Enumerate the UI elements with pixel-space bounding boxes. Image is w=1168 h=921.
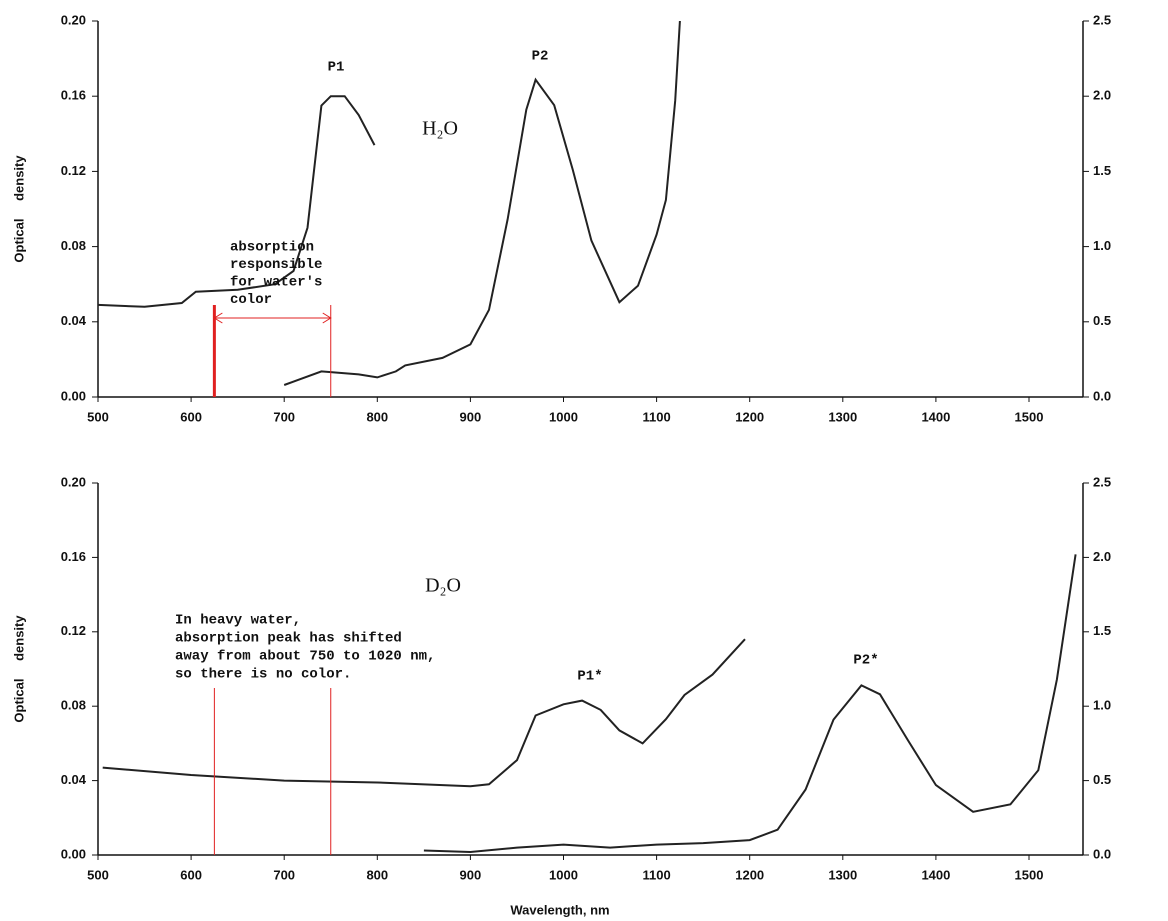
x-tick-label: 1000 (549, 867, 578, 882)
x-tick-label: 1100 (642, 867, 670, 882)
y-tick-label: 0.12 (61, 163, 86, 178)
x-tick-label: 1500 (1015, 409, 1044, 424)
x-tick-label: 900 (460, 409, 482, 424)
x-tick-label: 1300 (828, 867, 857, 882)
x-tick-label: 1000 (549, 409, 578, 424)
annotation: absorption (230, 240, 314, 256)
y-tick-label: 0.04 (61, 313, 87, 328)
x-tick-label: 1100 (642, 409, 670, 424)
annotation: away from about 750 to 1020 nm, (175, 649, 435, 665)
x-tick-label: 1500 (1015, 867, 1044, 882)
y-tick-label: 0.00 (61, 388, 86, 403)
x-tick-label: 1200 (735, 409, 764, 424)
y-tick-label: 0.08 (61, 698, 86, 713)
annotation: so there is no color. (175, 667, 351, 683)
y-axis-label: Optical density (11, 615, 26, 723)
y2-tick-label: 0.0 (1093, 846, 1111, 861)
spectrum-line (283, 20, 681, 386)
x-tick-label: 600 (180, 409, 202, 424)
x-tick-label: 800 (366, 867, 388, 882)
compound-label: H₂O (422, 118, 458, 140)
y2-tick-label: 1.0 (1093, 238, 1111, 253)
x-tick-label: 700 (273, 867, 295, 882)
y-axis-label: Optical density (11, 155, 26, 263)
y2-tick-label: 2.0 (1093, 88, 1111, 103)
annotation: responsible (230, 257, 322, 273)
spectrum-line (423, 554, 1077, 854)
range-arrow (213, 312, 332, 324)
spectrum-line (102, 638, 746, 788)
x-tick-label: 1400 (921, 867, 950, 882)
y-tick-label: 0.16 (61, 549, 86, 564)
y-tick-label: 0.12 (61, 623, 86, 638)
y-tick-label: 0.20 (61, 12, 86, 27)
y2-tick-label: 1.5 (1093, 163, 1111, 178)
x-tick-label: 800 (366, 409, 388, 424)
y-tick-label: 0.04 (61, 772, 87, 787)
x-tick-label: 500 (87, 867, 109, 882)
y-tick-label: 0.16 (61, 88, 86, 103)
x-tick-label: 900 (460, 867, 482, 882)
peak-label: P2* (853, 653, 878, 669)
y2-tick-label: 0.0 (1093, 388, 1111, 403)
peak-label: P2 (532, 49, 549, 65)
annotation: for water's (230, 275, 322, 291)
y2-tick-label: 2.5 (1093, 12, 1111, 27)
y-tick-label: 0.20 (61, 474, 86, 489)
y-tick-label: 0.00 (61, 846, 86, 861)
y2-tick-label: 0.5 (1093, 772, 1111, 787)
x-tick-label: 1400 (921, 409, 950, 424)
annotation: In heavy water, (175, 613, 301, 629)
y2-tick-label: 2.0 (1093, 549, 1111, 564)
y2-tick-label: 1.5 (1093, 623, 1111, 638)
y2-tick-label: 1.0 (1093, 698, 1111, 713)
annotation: absorption peak has shifted (175, 631, 402, 647)
x-tick-label: 1200 (735, 867, 764, 882)
compound-label: D₂O (425, 575, 461, 597)
x-axis-label: Wavelength, nm (510, 902, 609, 917)
y2-tick-label: 0.5 (1093, 313, 1111, 328)
y-tick-label: 0.08 (61, 238, 86, 253)
peak-label: P1 (328, 60, 345, 76)
x-tick-label: 500 (87, 409, 109, 424)
x-tick-label: 700 (273, 409, 295, 424)
annotation: color (230, 292, 272, 308)
x-tick-label: 1300 (828, 409, 857, 424)
peak-label: P1* (577, 669, 602, 685)
spectrum-line (97, 95, 376, 308)
x-tick-label: 600 (180, 867, 202, 882)
y2-tick-label: 2.5 (1093, 474, 1111, 489)
